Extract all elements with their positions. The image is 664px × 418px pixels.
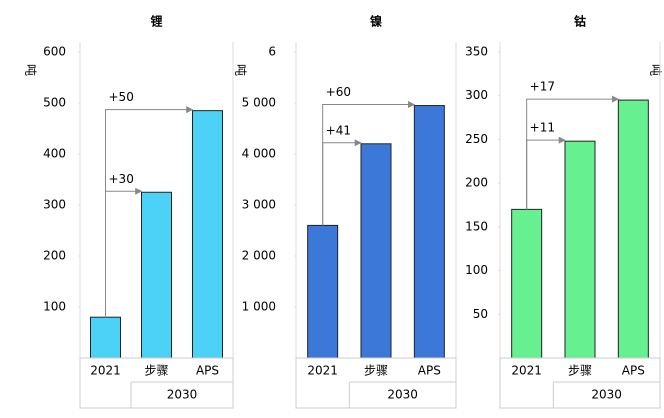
annotation: +41 bbox=[326, 123, 351, 137]
annotation-arrow bbox=[526, 136, 566, 210]
category-box bbox=[499, 357, 661, 409]
y-tick-label: 6 bbox=[268, 45, 276, 59]
y-axis-label: 吨 bbox=[649, 64, 663, 76]
y-tick-label: 200 bbox=[465, 176, 488, 190]
x-tick-label: APS bbox=[622, 364, 645, 378]
chart-title: 钴 bbox=[574, 14, 586, 29]
group-label: 2030 bbox=[167, 388, 198, 402]
y-tick-label: 300 bbox=[43, 198, 66, 212]
y-tick-label: 600 bbox=[43, 45, 66, 59]
y-tick-label: 500 bbox=[43, 96, 66, 110]
annotation-arrow bbox=[105, 187, 143, 318]
bar bbox=[617, 99, 649, 359]
chart-title: 镍 bbox=[370, 14, 382, 29]
x-tick-label: 2021 bbox=[307, 364, 338, 378]
bar bbox=[413, 105, 445, 359]
annotation: +17 bbox=[530, 80, 555, 94]
y-axis-label: 吨 bbox=[24, 64, 38, 76]
y-tick-label: 4 000 bbox=[242, 147, 276, 161]
y-tick-label: 3 000 bbox=[242, 198, 276, 212]
chart-title: 锂 bbox=[150, 14, 162, 29]
annotation: +50 bbox=[109, 90, 134, 104]
annotation: +11 bbox=[530, 121, 555, 135]
x-tick-label: 步骤 bbox=[568, 364, 592, 378]
x-tick-label: 步骤 bbox=[144, 364, 168, 378]
y-tick-label: 250 bbox=[465, 132, 488, 146]
annotation-arrow bbox=[526, 95, 620, 210]
group-label: 2030 bbox=[387, 388, 418, 402]
y-tick-label: 350 bbox=[465, 45, 488, 59]
group-label: 2030 bbox=[591, 388, 622, 402]
x-tick-label: 2021 bbox=[511, 364, 542, 378]
x-tick-label: APS bbox=[418, 364, 441, 378]
y-tick-label: 5 000 bbox=[242, 96, 276, 110]
y-tick-label: 200 bbox=[43, 249, 66, 263]
annotation-arrow bbox=[322, 101, 416, 226]
y-tick-label: 50 bbox=[473, 307, 488, 321]
x-tick-label: 步骤 bbox=[364, 364, 388, 378]
bar bbox=[192, 110, 223, 359]
category-box bbox=[295, 357, 457, 409]
y-tick-label: 300 bbox=[465, 88, 488, 102]
bar bbox=[141, 191, 172, 359]
bar bbox=[90, 316, 121, 359]
y-tick-label: 100 bbox=[465, 263, 488, 277]
x-tick-label: 2021 bbox=[90, 364, 121, 378]
bar bbox=[307, 224, 339, 359]
bar bbox=[511, 208, 543, 359]
annotation: +60 bbox=[326, 85, 351, 99]
y-tick-label: 1 000 bbox=[242, 300, 276, 314]
annotation-arrow bbox=[322, 139, 362, 226]
bar bbox=[564, 140, 596, 359]
y-axis-label: 吨 bbox=[234, 64, 248, 76]
category-box bbox=[79, 357, 234, 409]
annotation-arrow bbox=[105, 106, 194, 318]
bar bbox=[360, 143, 392, 359]
y-tick-label: 400 bbox=[43, 147, 66, 161]
annotation: +30 bbox=[109, 172, 134, 186]
y-tick-label: 150 bbox=[465, 219, 488, 233]
x-tick-label: APS bbox=[196, 364, 219, 378]
y-tick-label: 100 bbox=[43, 300, 66, 314]
y-tick-label: 2 000 bbox=[242, 249, 276, 263]
